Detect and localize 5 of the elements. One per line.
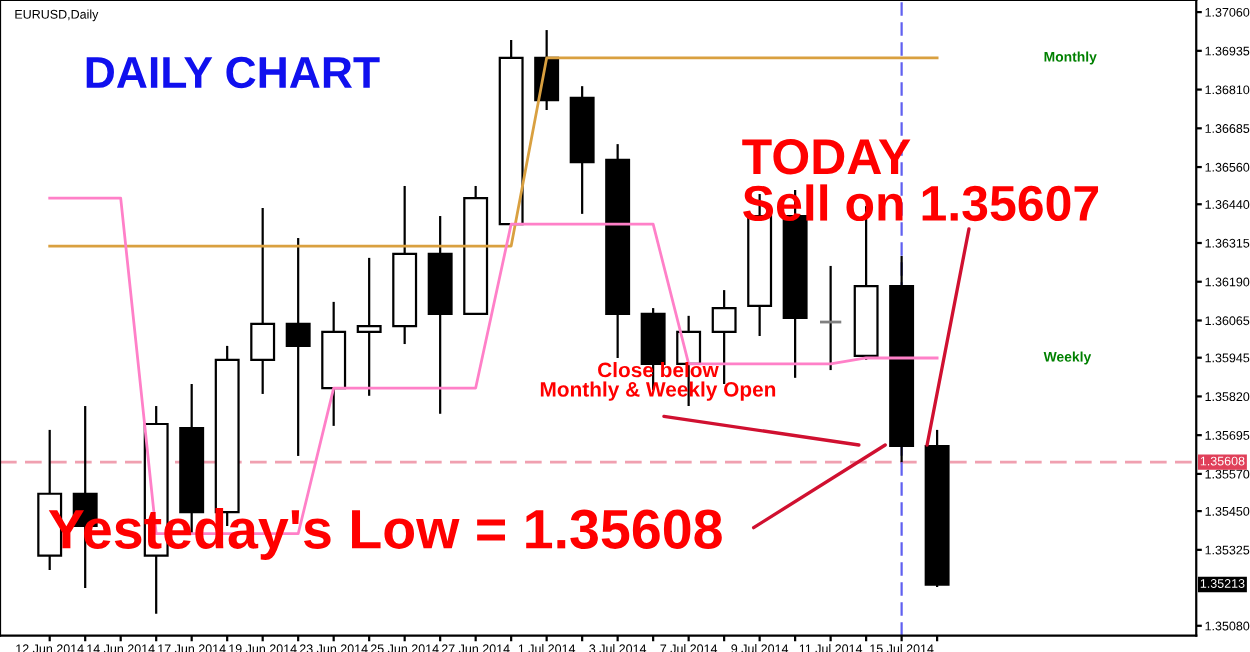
candlestick <box>356 256 382 397</box>
candlestick <box>250 206 276 396</box>
candlestick <box>818 264 843 372</box>
annotation: DAILY CHART <box>86 56 380 89</box>
candlestick <box>285 236 311 458</box>
